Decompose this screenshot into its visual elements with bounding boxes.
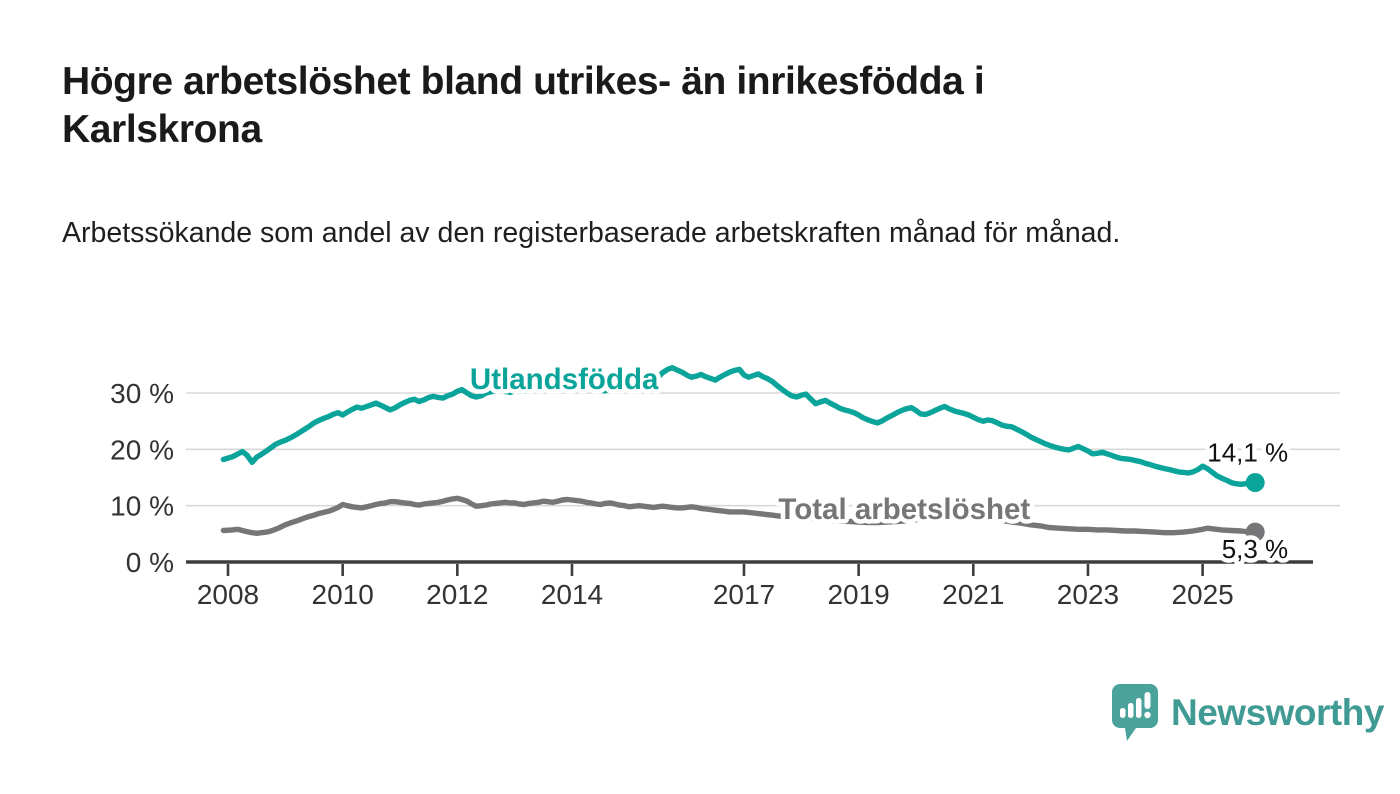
x-tick-label-2008: 2008 <box>197 579 259 610</box>
chart-title: Högre arbetslöshet bland utrikes- än inr… <box>62 60 985 152</box>
series-endpoint-dot-total <box>1245 522 1265 542</box>
x-tick-label-2012: 2012 <box>426 579 488 610</box>
series-line-utlandsf-dda <box>220 365 1253 487</box>
series-label-utlandsf-dda: Utlandsfödda <box>470 363 659 396</box>
y-tick-label-0: 0 % <box>126 547 174 578</box>
newsworthy-logo-icon <box>1112 684 1158 741</box>
x-tick-label-2010: 2010 <box>312 579 374 610</box>
series-line-total-arbetsl-shet <box>220 495 1253 536</box>
chart-header: Högre arbetslöshet bland utrikes- än inr… <box>62 58 1342 249</box>
newsworthy-logo: Newsworthy <box>1112 684 1384 741</box>
line-chart-svg: 30 % 20 % 10 % 0 % 2008 2010 2012 2014 2017 2019 2… <box>110 359 1340 610</box>
end-value-label-utlandsfodda: 14,1 % <box>1207 438 1288 468</box>
y-tick-label-30: 30 % <box>110 378 174 409</box>
x-tick-label-2017: 2017 <box>713 579 775 610</box>
end-value-label-total: 5,3 % <box>1222 534 1289 564</box>
x-tick-label-2021: 2021 <box>942 579 1004 610</box>
series-endpoint-dot-utlandsfodda <box>1245 473 1265 493</box>
x-tick-label-2023: 2023 <box>1057 579 1119 610</box>
x-tick-label-2019: 2019 <box>827 579 889 610</box>
x-tick-label-2014: 2014 <box>541 579 603 610</box>
series-label-total-arbetsl-shet: Total arbetslöshet <box>778 493 1030 526</box>
brand-wordmark: Newsworthy <box>1171 691 1384 733</box>
x-tick-label-2025: 2025 <box>1171 579 1233 610</box>
y-tick-label-10: 10 % <box>110 491 174 522</box>
y-tick-label-20: 20 % <box>110 434 174 465</box>
chart-subtitle: Arbetssökande som andel av den registerb… <box>62 217 1121 249</box>
line-chart: 30 % 20 % 10 % 0 % 2008 2010 2012 2014 2017 2019 2… <box>0 320 1400 630</box>
